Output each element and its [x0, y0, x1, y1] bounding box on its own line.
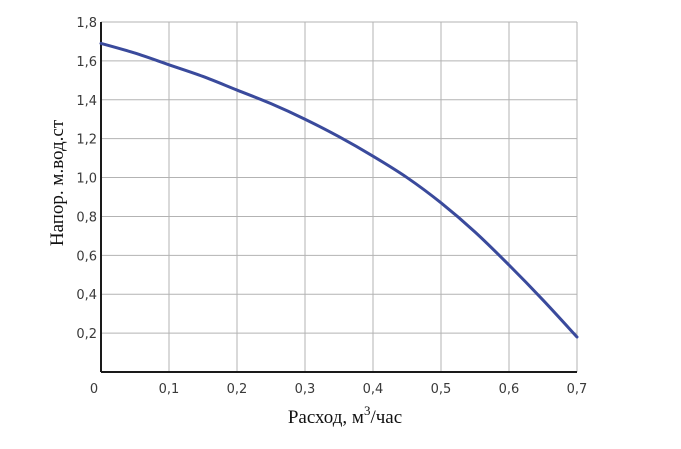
tick-labels: 0 0,1 0,2 0,3 0,4 0,5 0,6 0,7 0,2 0,4 0,6 0,8 1,0 1,2… [76, 16, 587, 397]
x-tick-label-2: 0,2 [227, 382, 248, 397]
x-axis-title: Расход, м3/час [288, 403, 402, 428]
y-tick-label-5: 1,2 [76, 133, 97, 148]
grid [101, 21, 578, 372]
x-tick-label-3: 0,3 [295, 382, 316, 397]
x-tick-label-0: 0 [90, 382, 98, 397]
y-tick-label-6: 1,4 [76, 94, 97, 109]
x-tick-label-5: 0,5 [431, 382, 452, 397]
y-axis-title: Напор. м.вод.ст [47, 119, 68, 246]
y-tick-label-1: 0,4 [76, 288, 97, 303]
series-layer [99, 41, 579, 339]
x-axis-title-main: Расход, м [288, 407, 364, 428]
y-tick-label-4: 1,0 [76, 172, 97, 187]
x-axis-title-superscript: 3 [364, 403, 371, 418]
y-tick-label-3: 0,8 [76, 210, 97, 225]
y-tick-label-0: 0,2 [76, 327, 97, 342]
y-tick-label-8: 1,8 [76, 16, 97, 31]
y-tick-label-7: 1,6 [76, 55, 97, 70]
y-tick-label-2: 0,6 [76, 249, 97, 264]
x-tick-label-7: 0,7 [567, 382, 588, 397]
axes [100, 22, 577, 373]
x-tick-label-1: 0,1 [159, 382, 180, 397]
x-tick-label-4: 0,4 [363, 382, 384, 397]
series-line-0 [99, 41, 579, 339]
x-tick-label-6: 0,6 [499, 382, 520, 397]
x-axis-title-suffix: /час [370, 407, 402, 428]
